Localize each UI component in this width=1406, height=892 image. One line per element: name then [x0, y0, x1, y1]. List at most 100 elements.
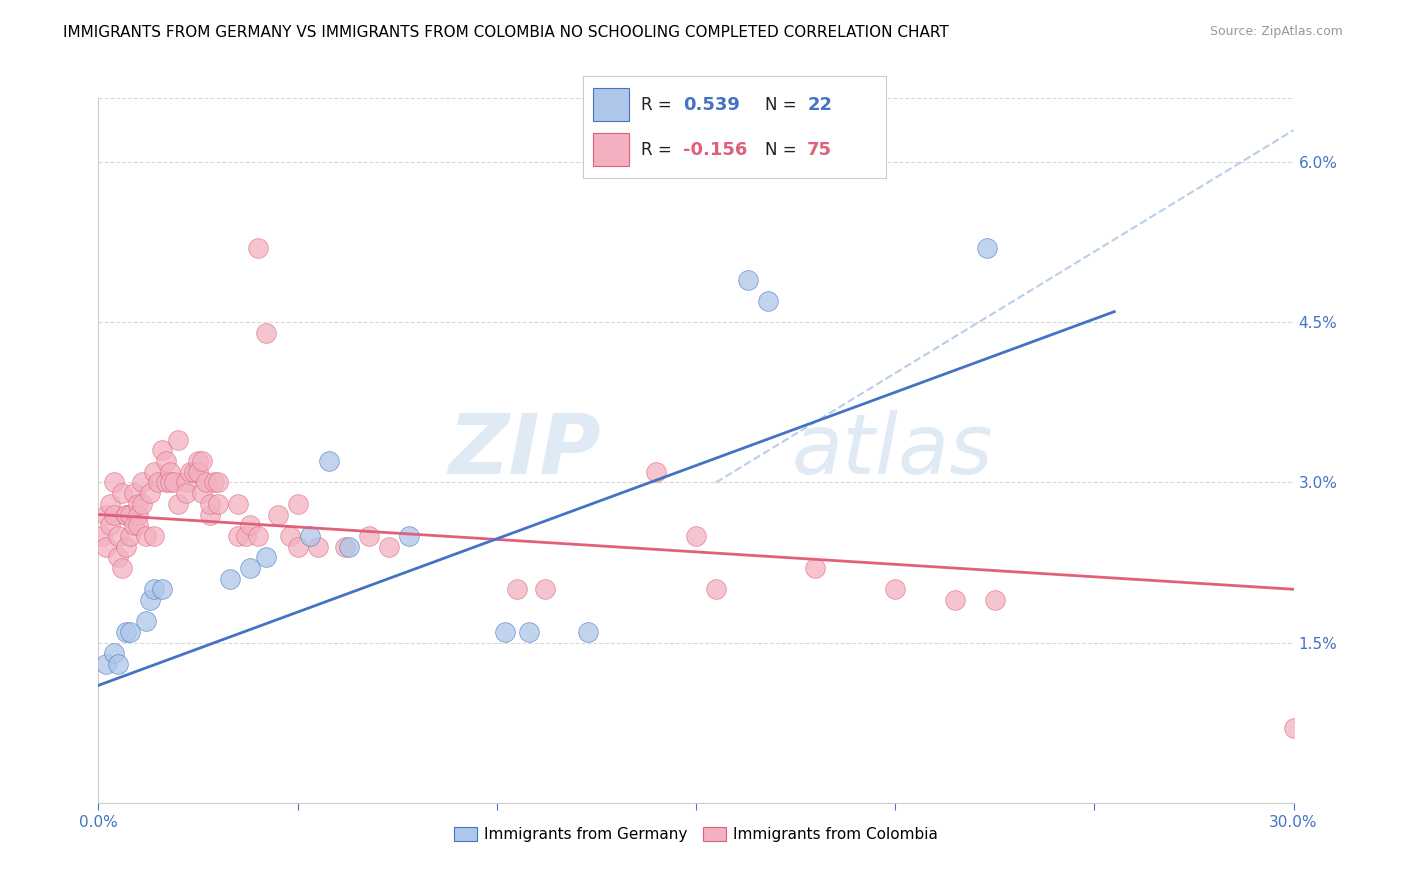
Text: -0.156: -0.156 — [683, 141, 748, 159]
Point — [804, 561, 827, 575]
Point — [1282, 721, 1305, 735]
Point — [976, 241, 998, 255]
Text: 75: 75 — [807, 141, 832, 159]
Point — [107, 657, 129, 671]
Point — [107, 529, 129, 543]
Point — [103, 508, 125, 522]
Point — [226, 529, 249, 543]
Point — [378, 540, 401, 554]
Point — [685, 529, 707, 543]
Point — [287, 497, 309, 511]
FancyBboxPatch shape — [592, 88, 628, 121]
Point — [111, 561, 134, 575]
Point — [506, 582, 529, 597]
Point — [155, 475, 177, 490]
Point — [198, 508, 221, 522]
Point — [103, 475, 125, 490]
Point — [298, 529, 321, 543]
Point — [494, 624, 516, 639]
Point — [98, 518, 122, 533]
Point — [120, 508, 142, 522]
Text: R =: R = — [641, 141, 672, 159]
Point — [120, 624, 142, 639]
Point — [167, 433, 190, 447]
Point — [318, 454, 340, 468]
Text: atlas: atlas — [792, 410, 993, 491]
Point — [131, 497, 153, 511]
Text: N =: N = — [765, 95, 796, 113]
Point — [127, 518, 149, 533]
Point — [578, 624, 600, 639]
Point — [143, 529, 166, 543]
Point — [174, 475, 197, 490]
Point — [115, 508, 138, 522]
Point — [756, 293, 779, 308]
Point — [96, 657, 118, 671]
Text: R =: R = — [641, 95, 672, 113]
Point — [335, 540, 357, 554]
Point — [174, 486, 197, 500]
Point — [207, 475, 229, 490]
Point — [246, 529, 269, 543]
Point — [96, 540, 118, 554]
Point — [155, 454, 177, 468]
Text: N =: N = — [765, 141, 796, 159]
Point — [150, 443, 173, 458]
Point — [737, 272, 759, 286]
Point — [167, 497, 190, 511]
Point — [183, 465, 205, 479]
Point — [139, 593, 162, 607]
Point — [267, 508, 290, 522]
Point — [307, 540, 329, 554]
Point — [143, 465, 166, 479]
Point — [943, 593, 966, 607]
Point — [163, 475, 186, 490]
Point — [143, 582, 166, 597]
Point — [103, 646, 125, 660]
Point — [239, 518, 262, 533]
Point — [120, 529, 142, 543]
Point — [278, 529, 301, 543]
Point — [254, 550, 277, 565]
Text: Source: ZipAtlas.com: Source: ZipAtlas.com — [1209, 25, 1343, 38]
Point — [984, 593, 1007, 607]
Point — [124, 486, 146, 500]
Point — [179, 465, 201, 479]
Point — [207, 497, 229, 511]
Point — [159, 475, 181, 490]
Point — [398, 529, 420, 543]
Point — [198, 497, 221, 511]
Point — [187, 465, 209, 479]
Point — [127, 497, 149, 511]
Point — [115, 540, 138, 554]
Point — [98, 497, 122, 511]
Point — [111, 486, 134, 500]
Point — [96, 508, 118, 522]
Point — [191, 454, 214, 468]
Point — [884, 582, 907, 597]
Point — [107, 550, 129, 565]
Text: 22: 22 — [807, 95, 832, 113]
Point — [226, 497, 249, 511]
Text: 0.539: 0.539 — [683, 95, 740, 113]
Point — [148, 475, 170, 490]
Point — [135, 529, 157, 543]
Point — [359, 529, 381, 543]
Point — [115, 624, 138, 639]
Point — [91, 529, 114, 543]
Point — [239, 561, 262, 575]
Point — [195, 475, 218, 490]
Point — [202, 475, 225, 490]
Point — [704, 582, 727, 597]
Point — [219, 572, 242, 586]
Point — [115, 508, 138, 522]
Legend: Immigrants from Germany, Immigrants from Colombia: Immigrants from Germany, Immigrants from… — [447, 821, 945, 848]
Point — [533, 582, 555, 597]
Text: IMMIGRANTS FROM GERMANY VS IMMIGRANTS FROM COLOMBIA NO SCHOOLING COMPLETED CORRE: IMMIGRANTS FROM GERMANY VS IMMIGRANTS FR… — [63, 25, 949, 40]
Point — [254, 326, 277, 340]
Point — [139, 486, 162, 500]
Point — [150, 582, 173, 597]
Point — [645, 465, 668, 479]
Point — [287, 540, 309, 554]
Point — [517, 624, 540, 639]
